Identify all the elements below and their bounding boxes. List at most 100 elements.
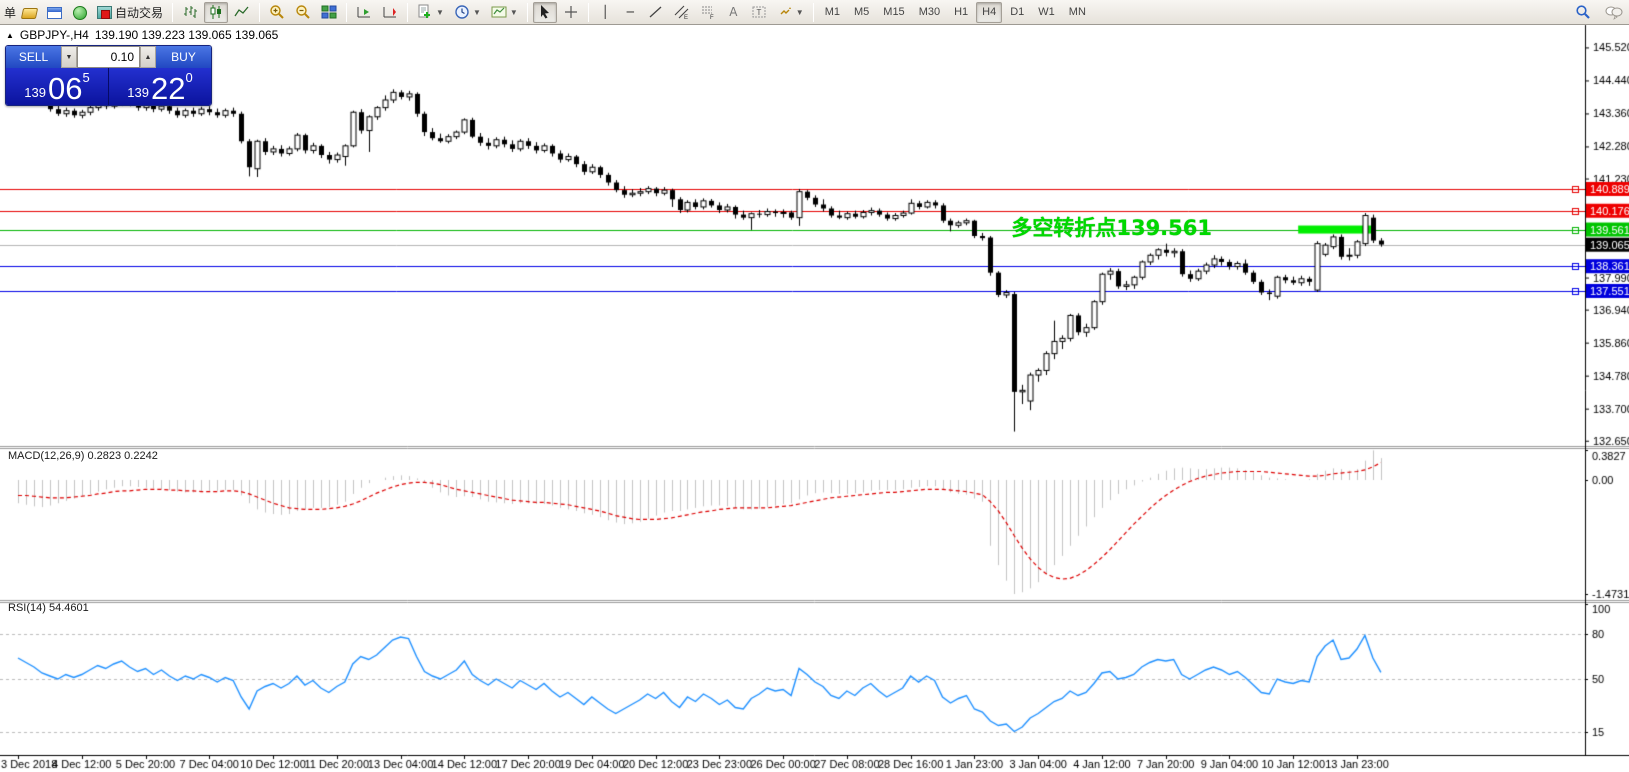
horizontal-line-button[interactable]: ─: [619, 2, 642, 23]
vertical-line-button[interactable]: │: [594, 2, 617, 23]
cursor-button[interactable]: [532, 1, 557, 23]
tile-windows-icon: [321, 4, 337, 20]
periods-dropdown-caret[interactable]: ▼: [472, 7, 481, 17]
vertical-line-icon: │: [601, 5, 609, 19]
signals-button[interactable]: [68, 2, 91, 23]
trendline-icon: [648, 4, 664, 20]
timeframe-w1-button[interactable]: W1: [1038, 6, 1055, 18]
svg-text:E: E: [684, 15, 688, 20]
macd-indicator-label: MACD(12,26,9) 0.2823 0.2242: [8, 450, 158, 462]
text-label-button[interactable]: T: [747, 2, 771, 23]
chat-icon: [1605, 4, 1623, 20]
sell-price-pips: 06: [47, 71, 83, 106]
svg-text:F: F: [710, 15, 714, 20]
autotrading-label: 自动交易: [115, 5, 164, 20]
toolbar-separator: [407, 2, 409, 22]
indicators-dropdown-caret[interactable]: ▼: [436, 7, 444, 17]
search-icon: [1575, 4, 1591, 20]
timeframe-d1-button[interactable]: D1: [1010, 6, 1025, 18]
fibonacci-button[interactable]: F: [696, 2, 720, 23]
arrows-icon: [777, 4, 793, 20]
horizontal-line-icon: ─: [626, 5, 634, 19]
svg-text:T: T: [756, 8, 761, 17]
timeframe-m1-button[interactable]: M1: [824, 6, 840, 18]
zoom-in-button[interactable]: [265, 2, 289, 23]
arrows-button[interactable]: ▼: [773, 2, 808, 23]
new-order-button[interactable]: 单: [4, 5, 17, 20]
zoom-out-button[interactable]: [291, 2, 315, 23]
text-label-icon: T: [751, 4, 767, 20]
auto-scroll-button[interactable]: [352, 2, 376, 23]
indicators-add-icon: [417, 4, 433, 20]
pivot-annotation-text: 多空转折点139.561: [1011, 216, 1212, 240]
main-toolbar: 单 自动交易 ▼ ▼ ▼ │ ─ E F A T ▼: [0, 0, 1629, 25]
zoom-out-icon: [295, 4, 311, 20]
toolbar-separator: [587, 2, 589, 22]
market-watch-button[interactable]: [43, 2, 66, 23]
indicators-button[interactable]: ▼: [413, 2, 448, 23]
templates-button[interactable]: ▼: [487, 2, 522, 23]
toolbar-separator: [812, 2, 814, 22]
text-button[interactable]: A: [722, 2, 745, 23]
chart-header: ▲ GBPJPY-,H4 139.190 139.223 139.065 139…: [6, 28, 278, 42]
buy-price-point: 0: [185, 70, 193, 85]
timeframe-h1-button[interactable]: H1: [954, 6, 969, 18]
rsi-indicator-label: RSI(14) 54.4601: [8, 602, 89, 614]
bar-chart-icon: [182, 4, 198, 20]
template-icon: [491, 4, 507, 20]
buy-button[interactable]: BUY: [156, 46, 211, 68]
zoom-in-icon: [269, 4, 285, 20]
chart-window-button[interactable]: [18, 2, 41, 23]
fibonacci-icon: F: [700, 4, 716, 20]
chart-symbol-period: GBPJPY-,H4: [19, 28, 89, 42]
chart-shift-button[interactable]: [378, 2, 402, 23]
buy-price-display[interactable]: 139 22 0: [109, 68, 211, 106]
text-icon: A: [729, 5, 738, 19]
candlestick-chart-button[interactable]: [204, 1, 229, 23]
buy-price-prefix: 139: [127, 85, 149, 100]
autotrading-button[interactable]: 自动交易: [93, 2, 167, 23]
chart-ohlc-values: 139.190 139.223 139.065 139.065: [94, 28, 279, 42]
panel-collapse-icon[interactable]: ▲: [6, 30, 14, 40]
volume-increase-button[interactable]: ▲: [140, 46, 156, 68]
chart-shift-icon: [382, 4, 398, 20]
search-button[interactable]: [1571, 2, 1595, 23]
crosshair-button[interactable]: [559, 2, 583, 23]
timeframe-h4-button[interactable]: H4: [976, 1, 1003, 23]
volume-decrease-button[interactable]: ▼: [61, 46, 77, 68]
one-click-trade-panel: SELL ▼ ▲ BUY 139 06 5 139 22 0: [5, 45, 212, 106]
timeframe-m5-button[interactable]: M5: [854, 6, 870, 18]
toolbar-separator: [259, 2, 261, 22]
market-watch-icon: [47, 7, 63, 19]
sell-price-point: 5: [82, 70, 90, 85]
toolbar-separator: [172, 2, 174, 22]
autotrading-icon: [97, 6, 113, 19]
volume-input[interactable]: [77, 46, 140, 68]
arrows-dropdown-caret[interactable]: ▼: [795, 7, 804, 17]
periods-button[interactable]: ▼: [450, 2, 485, 23]
trendline-button[interactable]: [644, 2, 668, 23]
timeframe-m30-button[interactable]: M30: [918, 6, 941, 18]
candlestick-icon: [208, 4, 224, 20]
timeframe-m15-button[interactable]: M15: [883, 6, 905, 18]
crosshair-icon: [563, 4, 579, 20]
toolbar-separator: [346, 2, 348, 22]
channel-icon: E: [674, 4, 690, 20]
auto-scroll-icon: [356, 4, 372, 20]
equidistant-channel-button[interactable]: E: [670, 2, 694, 23]
templates-dropdown-caret[interactable]: ▼: [509, 7, 518, 17]
line-chart-icon: [234, 4, 250, 20]
buy-price-pips: 22: [150, 71, 186, 106]
sell-price-display[interactable]: 139 06 5: [6, 68, 109, 106]
line-chart-button[interactable]: [230, 2, 254, 23]
tile-windows-button[interactable]: [317, 2, 341, 23]
sell-button[interactable]: SELL: [6, 46, 61, 68]
bar-chart-button[interactable]: [178, 2, 202, 23]
chat-button[interactable]: [1601, 2, 1625, 23]
toolbar-separator: [526, 2, 528, 22]
timeframe-mn-button[interactable]: MN: [1068, 6, 1086, 18]
signal-icon: [72, 5, 87, 20]
gold-chart-icon: [20, 8, 39, 19]
